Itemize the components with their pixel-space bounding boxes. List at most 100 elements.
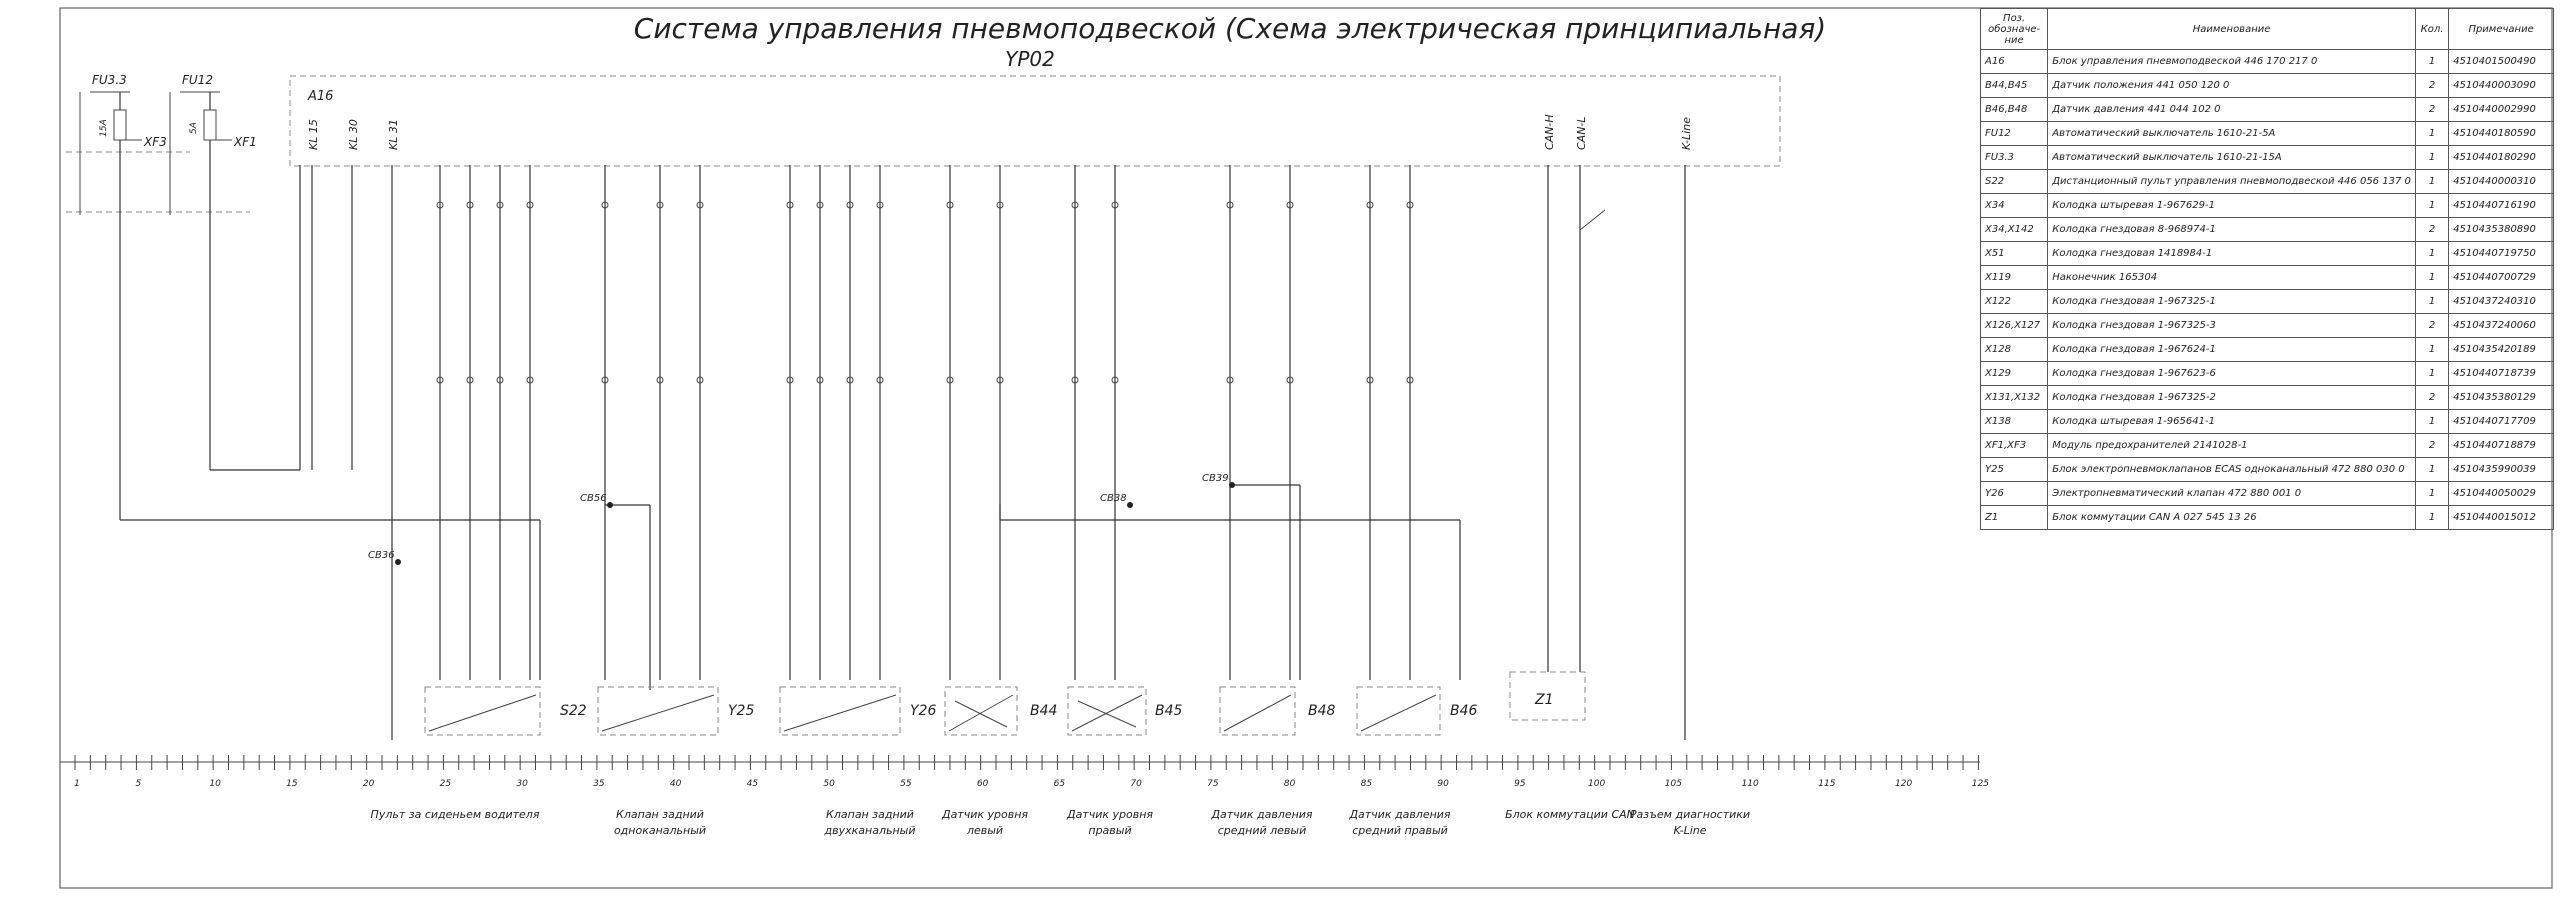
table-cell: Автоматический выключатель 1610-21-5А (2047, 121, 2416, 146)
fuse-label: FU3.3 (92, 73, 127, 87)
splice (607, 502, 613, 508)
table-row: X119 Наконечник 165304 1 4510440700729 (1979, 265, 2554, 290)
table-cell: 4510437240310 (2448, 289, 2554, 314)
ruler-label: 20 (363, 779, 375, 789)
table-row: X34,X142 Колодка гнездовая 8-968974-1 2 451… (1979, 217, 2554, 242)
table-cell: 1 (2414, 457, 2450, 482)
component-label: B48 (1308, 703, 1336, 719)
connector (1366, 376, 1374, 384)
connector (496, 376, 504, 384)
component-symbol (948, 694, 1014, 732)
component (1509, 671, 1586, 721)
table-cell: Блок управления пневмоподвеской 446 170 … (2047, 49, 2416, 74)
group-caption: средний правый (1352, 824, 1448, 837)
splice-label: CB38 (1100, 493, 1127, 504)
table-cell: 4510440700729 (2448, 265, 2554, 290)
connector (601, 376, 609, 384)
splice-label: CB36 (368, 550, 395, 561)
ruler-label: 125 (1972, 779, 1989, 789)
ruler-label: 100 (1588, 779, 1605, 789)
pin-label: CAN-L (1575, 116, 1588, 150)
group-caption: Пульт за сиденьем водителя (371, 808, 540, 821)
connector (846, 376, 854, 384)
table-cell: 2 (2414, 97, 2450, 122)
table-cell: S22 (1979, 169, 2049, 194)
table-cell: 1 (2414, 169, 2450, 194)
table-row: A16 Блок управления пневмоподвеской 446 1… (1979, 49, 2554, 74)
connector (436, 376, 444, 384)
group-caption: правый (1088, 824, 1131, 837)
table-row: X138 Колодка штыревая 1-965641-1 1 45104407… (1979, 409, 2554, 434)
table-row: B46,B48 Датчик давления 441 044 102 0 2 451… (1979, 97, 2554, 122)
fuse (113, 109, 127, 141)
connector (1286, 201, 1294, 209)
connector (946, 201, 954, 209)
group-caption: двухканальный (824, 824, 916, 837)
table-cell: 2 (2414, 385, 2450, 410)
table-cell: 4510435420189 (2448, 337, 2554, 362)
component-symbol (1071, 694, 1143, 732)
group-caption: Блок коммутации CAN (1505, 808, 1635, 821)
connector (1071, 201, 1079, 209)
connector (996, 201, 1004, 209)
ruler-label: 65 (1054, 779, 1066, 789)
table-cell: Колодка гнездовая 1418984-1 (2047, 241, 2416, 266)
component-label: B44 (1030, 703, 1057, 719)
group-caption: левый (966, 824, 1003, 837)
component-symbol (601, 694, 715, 732)
wire (1579, 209, 1606, 231)
ruler-label: 10 (209, 779, 221, 789)
table-cell: 4510435990039 (2448, 457, 2554, 482)
group-caption: Датчик уровня (941, 808, 1028, 821)
component-symbol (954, 700, 1008, 728)
connector (1111, 201, 1119, 209)
component (1219, 686, 1296, 736)
ruler-label: 80 (1284, 779, 1296, 789)
connector (1406, 201, 1414, 209)
component-symbol (1077, 700, 1137, 728)
connector (1226, 376, 1234, 384)
ruler-label: 15 (286, 779, 298, 789)
fuse-rating: 15А (99, 119, 109, 137)
table-cell: X34 (1979, 193, 2049, 218)
table-cell: 4510440718879 (2448, 433, 2554, 458)
header-cell: Поз. обозначе- ние (1979, 8, 2049, 50)
table-cell: 4510440000310 (2448, 169, 2554, 194)
group-caption: Клапан задний (826, 808, 914, 821)
ruler-label: 30 (516, 779, 528, 789)
table-cell: X122 (1979, 289, 2049, 314)
table-cell: Z1 (1979, 505, 2049, 530)
ruler-label: 115 (1818, 779, 1835, 789)
pin-label: KL 30 (347, 119, 360, 150)
pin-label: CAN-H (1543, 114, 1556, 150)
connector (876, 376, 884, 384)
table-cell: FU3.3 (1979, 145, 2049, 170)
connector (1226, 201, 1234, 209)
ruler-label: 105 (1665, 779, 1682, 789)
table-header: Поз. обозначе- ние Наименование Кол. Примеч… (1979, 8, 2554, 50)
fuse-label: FU12 (182, 73, 213, 87)
splice-label: CB56 (580, 493, 607, 504)
group-caption: K-Line (1674, 824, 1707, 837)
table-cell: 4510440716190 (2448, 193, 2554, 218)
connector (1111, 376, 1119, 384)
splice (395, 559, 401, 565)
component (424, 686, 541, 736)
group-caption: Датчик давления (1348, 808, 1450, 821)
table-row: Z1 Блок коммутации CAN A 027 545 13 26 1 45… (1979, 505, 2554, 530)
table-row: XF1,XF3 Модуль предохранителей 2141028-1 2… (1979, 433, 2554, 458)
fuse (203, 109, 217, 141)
table-cell: X131,X132 (1979, 385, 2049, 410)
splice (1229, 482, 1235, 488)
ruler-label: 70 (1130, 779, 1142, 789)
table-cell: 2 (2414, 433, 2450, 458)
table-cell: 1 (2414, 505, 2450, 530)
ecu-box (289, 75, 1781, 167)
table-cell: Колодка гнездовая 1-967325-1 (2047, 289, 2416, 314)
table-row: FU12 Автоматический выключатель 1610-21-5… (1979, 121, 2554, 146)
table-cell: 1 (2414, 193, 2450, 218)
component (1067, 686, 1147, 736)
table-cell: Электропневматический клапан 472 880 001… (2047, 481, 2416, 506)
